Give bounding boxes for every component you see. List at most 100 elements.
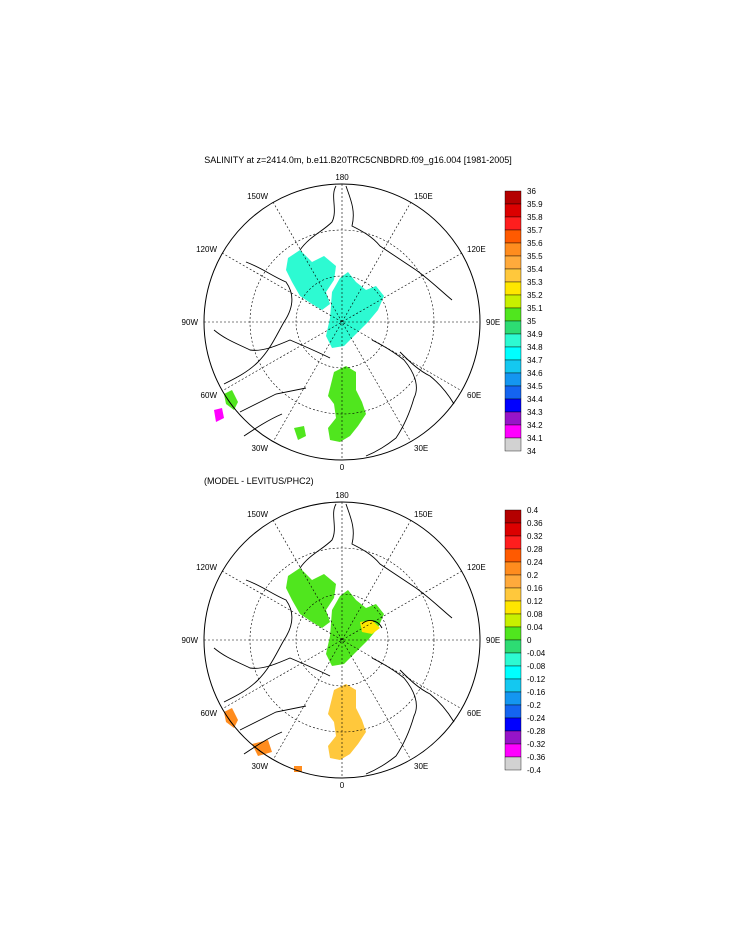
salinity-patch-atlantic <box>328 366 366 442</box>
label-90w: 90W <box>182 318 199 327</box>
colorbar-label: -0.08 <box>527 662 546 671</box>
colorbar-swatch <box>504 600 522 615</box>
colorbar-label: -0.36 <box>527 753 546 762</box>
label-60e: 60E <box>467 709 481 718</box>
colorbar-swatch <box>504 333 522 348</box>
colorbar-swatch <box>504 346 522 361</box>
diff-patch-atlantic <box>328 684 366 760</box>
colorbar-swatch <box>504 190 522 205</box>
colorbar-swatch <box>504 268 522 283</box>
colorbar-swatch <box>504 411 522 426</box>
label-120w: 120W <box>196 563 217 572</box>
label-180: 180 <box>335 173 349 182</box>
colorbar: 0.4 0.36 0.32 0.28 0.24 0.2 0.16 0.12 0.08 0.04 0 -… <box>504 506 546 775</box>
colorbar-label: 0.4 <box>527 506 539 515</box>
colorbar-label: 35.7 <box>527 226 543 235</box>
label-120e: 120E <box>467 563 486 572</box>
colorbar-swatch <box>504 307 522 322</box>
colorbar-label: -0.16 <box>527 688 546 697</box>
salinity-patch-60w <box>224 390 238 410</box>
colorbar-label: 36 <box>527 187 536 196</box>
colorbar-label: -0.28 <box>527 727 546 736</box>
colorbar-label: 0 <box>527 636 532 645</box>
colorbar-swatch <box>504 730 522 745</box>
diff-patch-60w <box>224 708 238 728</box>
colorbar-swatch <box>504 535 522 550</box>
colorbar-swatch <box>504 509 522 524</box>
label-150w: 150W <box>247 510 268 519</box>
colorbar-label: 0.24 <box>527 558 543 567</box>
colorbar-swatch <box>504 561 522 576</box>
colorbar-label: 34.3 <box>527 408 543 417</box>
colorbar-swatch <box>504 743 522 758</box>
salinity-patch-30w <box>294 426 306 440</box>
colorbar-label: 35.8 <box>527 213 543 222</box>
colorbar-swatch <box>504 613 522 628</box>
polar-map <box>203 183 481 461</box>
salinity-patch-pacific <box>286 250 336 310</box>
graticule <box>204 184 480 460</box>
label-30w: 30W <box>252 762 269 771</box>
label-30e: 30E <box>414 444 428 453</box>
colorbar-label: -0.4 <box>527 766 541 775</box>
label-90e: 90E <box>486 318 500 327</box>
colorbar-label: 35.3 <box>527 278 543 287</box>
colorbar-label: 0.16 <box>527 584 543 593</box>
label-150e: 150E <box>414 192 433 201</box>
colorbar-swatch <box>504 229 522 244</box>
colorbar-label: 35.9 <box>527 200 543 209</box>
colorbar-label: -0.12 <box>527 675 546 684</box>
colorbar-swatch <box>504 255 522 270</box>
colorbar-swatch <box>504 652 522 667</box>
colorbar-swatch <box>504 359 522 374</box>
colorbar-swatch <box>504 587 522 602</box>
colorbar-swatch <box>504 398 522 413</box>
panel-difference: (MODEL - LEVITUS/PHC2) <box>182 476 546 790</box>
colorbar-label: -0.2 <box>527 701 541 710</box>
colorbar-swatch <box>504 704 522 719</box>
colorbar-label: 35.5 <box>527 252 543 261</box>
map-boundary <box>203 501 481 779</box>
panel-title: (MODEL - LEVITUS/PHC2) <box>204 476 314 486</box>
diff-patch-pacific <box>286 568 336 628</box>
panel-title: SALINITY at z=2414.0m, b.e11.B20TRC5CNBD… <box>204 155 512 165</box>
colorbar-label: 34.6 <box>527 369 543 378</box>
colorbar-swatch <box>504 717 522 732</box>
panel-salinity: SALINITY at z=2414.0m, b.e11.B20TRC5CNBD… <box>182 155 544 472</box>
colorbar-label: 34.4 <box>527 395 543 404</box>
label-30w: 30W <box>252 444 269 453</box>
polar-map <box>203 501 481 779</box>
colorbar-label: 35 <box>527 317 536 326</box>
colorbar-label: 0.36 <box>527 519 543 528</box>
colorbar-swatch <box>504 626 522 641</box>
colorbar-swatch <box>504 372 522 387</box>
label-120w: 120W <box>196 245 217 254</box>
colorbar-swatch <box>504 385 522 400</box>
colorbar-swatch <box>504 437 522 452</box>
colorbar-label: 34 <box>527 447 536 456</box>
colorbar-label: -0.04 <box>527 649 546 658</box>
colorbar-label: 0.04 <box>527 623 543 632</box>
colorbar-swatch <box>504 574 522 589</box>
label-60e: 60E <box>467 391 481 400</box>
colorbar-label: -0.24 <box>527 714 546 723</box>
colorbar-swatch <box>504 216 522 231</box>
label-90w: 90W <box>182 636 199 645</box>
colorbar-label: 0.08 <box>527 610 543 619</box>
salinity-patch-central <box>326 272 384 348</box>
colorbar-label: 0.32 <box>527 532 543 541</box>
label-120e: 120E <box>467 245 486 254</box>
diff-patch-central <box>326 590 384 666</box>
label-60w: 60W <box>201 391 218 400</box>
colorbar-label: 35.6 <box>527 239 543 248</box>
colorbar-swatch <box>504 691 522 706</box>
label-150e: 150E <box>414 510 433 519</box>
diff-patch-yellow-small <box>360 620 380 634</box>
colorbar-label: 34.1 <box>527 434 543 443</box>
salinity-patch-south <box>214 408 224 422</box>
colorbar-swatch <box>504 320 522 335</box>
colorbar-label: 0.28 <box>527 545 543 554</box>
label-90e: 90E <box>486 636 500 645</box>
colorbar-label: 34.8 <box>527 343 543 352</box>
